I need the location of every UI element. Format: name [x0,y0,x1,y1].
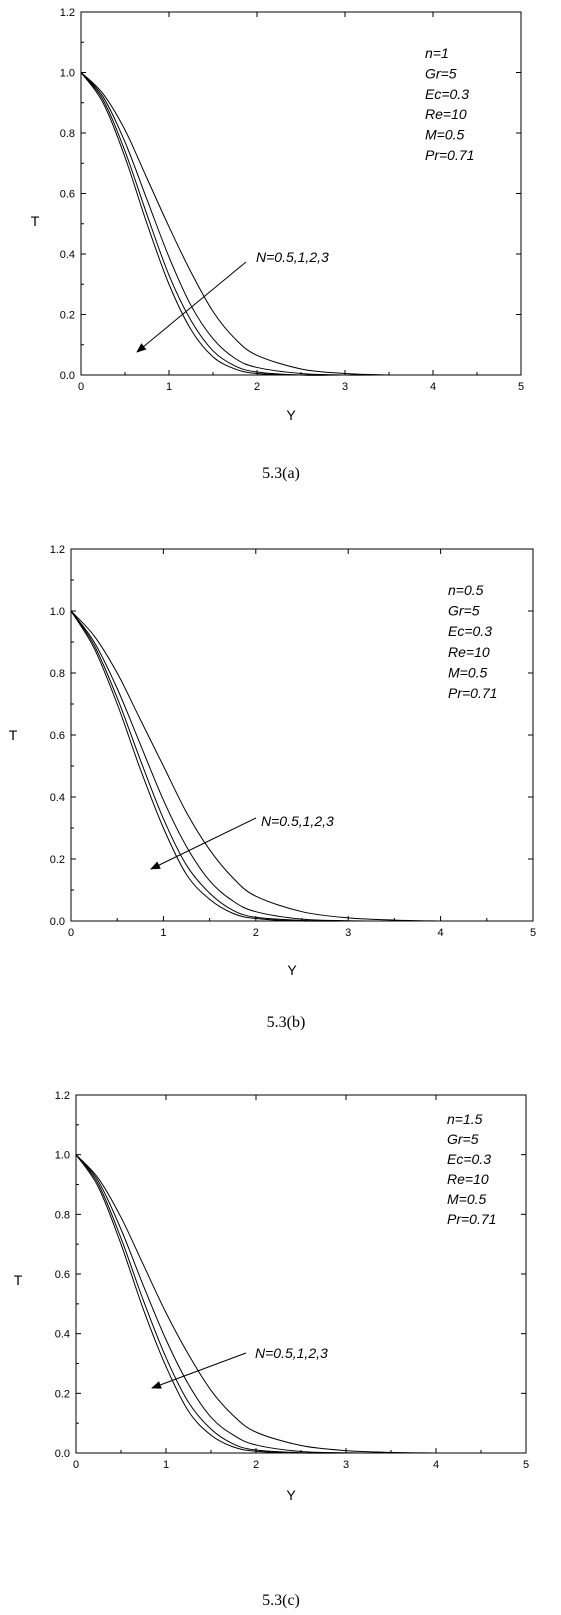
annotation-arrow [136,261,247,353]
x-tick-label: 1 [160,927,166,939]
y-tick-label: 0.4 [55,1329,70,1341]
x-tick-label: 5 [518,381,524,393]
figure-caption: 5.3(b) [267,1014,306,1031]
parameter-label: Ec=0.3 [448,623,492,639]
y-tick-label: 1.0 [60,68,75,80]
chart-panel-2: 0 1 2 3 4 5 0.0 0.2 0.4 0.6 0.8 1.0 1.2 Y Tn=0.5 Gr=5 Ec… [9,544,536,1031]
parameter-label: n=0.5 [448,582,484,598]
series-line-3 [70,610,441,922]
annotation-arrow [150,817,257,870]
y-tick-label: 0.8 [55,1209,70,1221]
y-axis-title: T [9,727,18,743]
series-line-3 [75,1154,437,1454]
x-tick-label: 2 [254,381,260,393]
y-tick-label: 0.8 [50,668,65,680]
y-tick-label: 1.2 [60,7,75,19]
x-tick-label: 3 [342,381,348,393]
x-tick-label: 1 [163,1459,169,1471]
annotation-label: N=0.5,1,2,3 [255,1345,328,1361]
parameter-label: Re=10 [448,644,490,660]
parameter-label: Pr=0.71 [448,685,497,701]
y-axis-title: T [14,1272,23,1288]
parameter-label: Ec=0.3 [447,1151,491,1167]
series-line-1 [70,610,441,922]
annotation-label: N=0.5,1,2,3 [261,813,334,829]
parameter-label: Ec=0.3 [425,86,469,102]
y-tick-label: 1.2 [55,1090,70,1102]
figure-caption: 5.3(a) [262,465,300,482]
x-tick-label: 5 [530,927,536,939]
x-tick-label: 4 [438,927,444,939]
x-axis-title: Y [287,962,297,978]
parameter-label: n=1.5 [447,1111,483,1127]
y-tick-label: 0.6 [60,189,75,201]
parameter-label: M=0.5 [425,127,465,143]
y-tick-label: 1.0 [55,1150,70,1162]
y-tick-label: 0.2 [55,1388,70,1400]
x-tick-label: 3 [343,1459,349,1471]
y-tick-label: 0.4 [50,792,65,804]
chart-panel-3: 0 1 2 3 4 5 0.0 0.2 0.4 0.6 0.8 1.0 1.2 Y Tn=1.5 Gr=5 Ec… [14,1090,529,1609]
x-tick-label: 2 [253,927,259,939]
x-tick-label: 0 [73,1459,79,1471]
parameter-label: Re=10 [425,106,467,122]
series-line-4 [70,610,441,922]
series-line-4 [80,72,390,376]
series-line-3 [80,72,390,376]
x-tick-label: 3 [345,927,351,939]
parameter-label: Pr=0.71 [425,147,474,163]
y-tick-label: 0.0 [50,916,65,928]
parameter-label: Gr=5 [447,1131,479,1147]
x-tick-label: 4 [433,1459,439,1471]
y-tick-label: 0.2 [60,310,75,322]
series-line-1 [75,1154,436,1454]
x-tick-label: 5 [523,1459,529,1471]
parameter-label: M=0.5 [447,1191,487,1207]
y-tick-label: 0.8 [60,128,75,140]
y-tick-label: 1.0 [50,606,65,618]
x-tick-label: 0 [78,381,84,393]
chart-panel-1: 0 1 2 3 4 5 0.0 0.2 0.4 0.6 0.8 1.0 1.2 Y Tn=1 Gr=5 Ec=0… [31,7,524,482]
y-tick-label: 0.6 [50,730,65,742]
series-line-2 [70,610,441,922]
x-tick-label: 2 [253,1459,259,1471]
x-tick-label: 4 [430,381,436,393]
plot-frame [75,1094,527,1454]
parameter-label: M=0.5 [448,664,488,680]
y-tick-label: 0.0 [60,370,75,382]
figure-caption: 5.3(c) [262,1592,300,1609]
y-tick-label: 0.2 [50,854,65,866]
parameter-label: Gr=5 [448,603,480,619]
series-line-4 [75,1154,437,1454]
series-line-1 [80,72,389,376]
annotation-arrow [151,1352,247,1389]
y-tick-label: 1.2 [50,544,65,556]
x-tick-label: 0 [68,927,74,939]
y-tick-label: 0.4 [60,249,75,261]
parameter-label: Gr=5 [425,65,457,81]
annotation-label: N=0.5,1,2,3 [256,249,329,265]
y-tick-label: 0.6 [55,1269,70,1281]
series-line-2 [80,72,389,376]
series-line-2 [75,1154,436,1454]
parameter-label: Re=10 [447,1171,489,1187]
y-tick-label: 0.0 [55,1448,70,1460]
parameter-label: n=1 [425,45,449,61]
x-axis-title: Y [286,1487,296,1503]
x-axis-title: Y [286,407,296,423]
y-axis-title: T [31,213,40,229]
x-tick-label: 1 [166,381,172,393]
parameter-label: Pr=0.71 [447,1211,496,1227]
